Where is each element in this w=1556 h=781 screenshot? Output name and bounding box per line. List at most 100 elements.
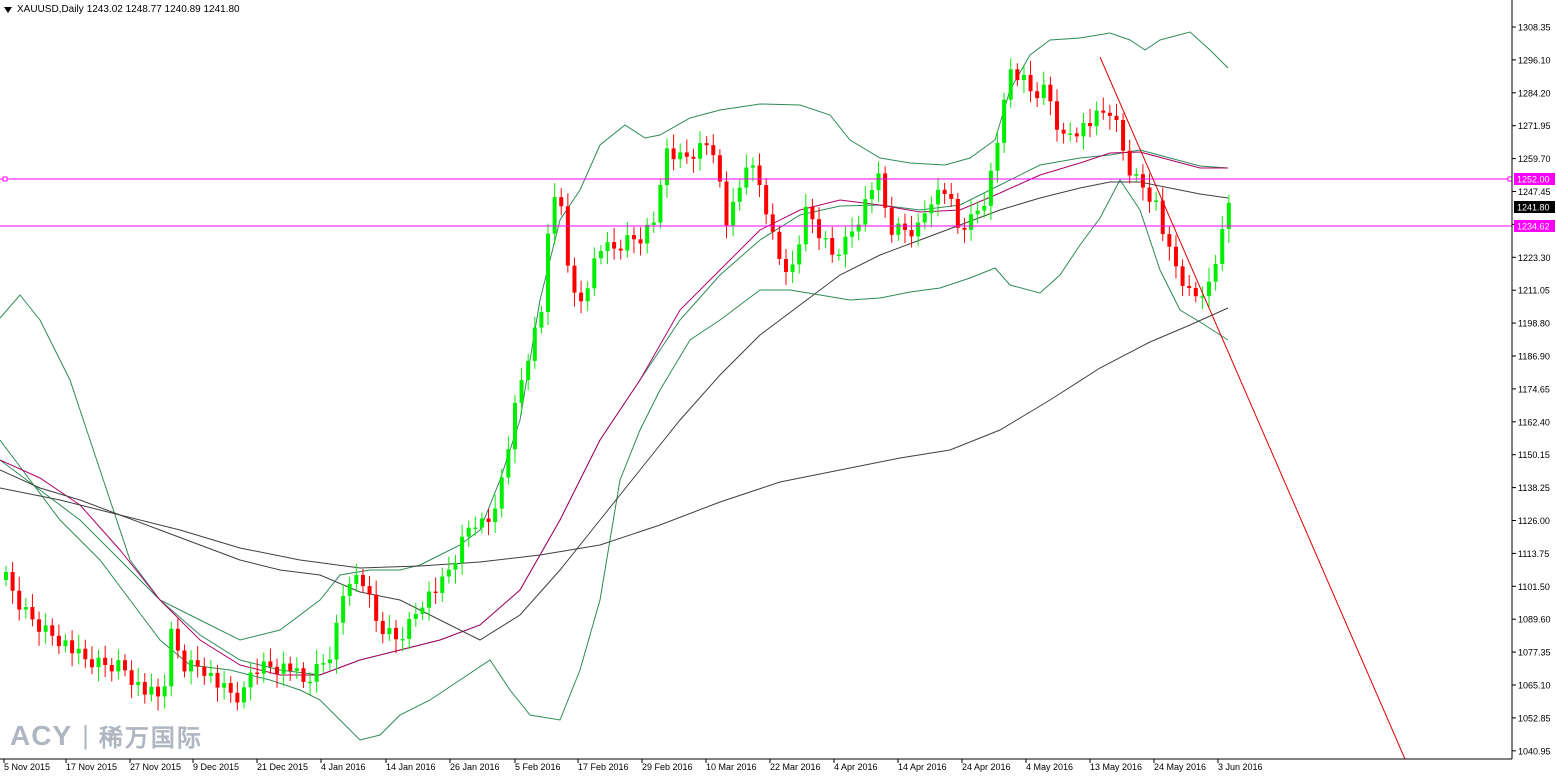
candle-bull xyxy=(294,668,299,671)
time-axis: 5 Nov 2015 17 Nov 2015 27 Nov 2015 9 Dec 20… xyxy=(0,758,1512,772)
candle-bear xyxy=(360,574,365,587)
candle-bull xyxy=(466,527,471,537)
candle-bear xyxy=(50,625,55,636)
candle-bull xyxy=(136,682,141,685)
drawn-lines[interactable] xyxy=(0,56,1513,760)
candle-bear xyxy=(810,206,815,220)
candle-bull xyxy=(96,657,101,668)
candle-bear xyxy=(275,666,280,674)
price-tick-label: 1052.85 xyxy=(1518,713,1551,723)
time-tick-label: 17 Feb 2016 xyxy=(578,762,629,772)
candle-bear xyxy=(288,663,293,671)
candle-bull xyxy=(76,648,81,654)
candle-bull xyxy=(929,204,934,214)
candle-bear xyxy=(691,156,696,159)
hline-upper-price-tag-bg xyxy=(1514,173,1555,185)
candle-bear xyxy=(235,692,240,703)
price-tick-label: 1126.00 xyxy=(1518,516,1550,526)
candle-bull xyxy=(737,187,742,202)
candle-bull xyxy=(1021,74,1026,81)
time-tick-label: 5 Feb 2016 xyxy=(515,762,561,772)
candle-bear xyxy=(122,660,127,671)
candle-bear xyxy=(268,661,273,667)
price-tick-label: 1040.95 xyxy=(1518,746,1551,756)
candle-bear xyxy=(1140,174,1145,188)
candle-bear xyxy=(83,648,88,660)
candle-bear xyxy=(195,660,200,667)
candle-bear xyxy=(770,214,775,232)
time-tick-label: 14 Apr 2016 xyxy=(898,762,947,772)
candle-bear xyxy=(962,227,967,230)
candle-bear xyxy=(1121,120,1126,151)
candle-bear xyxy=(109,665,114,672)
candle-bear xyxy=(1101,110,1106,113)
price-tick-label: 1271.95 xyxy=(1518,121,1551,131)
candle-bear xyxy=(631,235,636,240)
candle-bear xyxy=(830,238,835,255)
candle-bull xyxy=(334,622,339,660)
price-tick-label: 1259.70 xyxy=(1518,154,1551,164)
candle-bull xyxy=(162,686,167,697)
watermark-brand: ACY xyxy=(10,719,73,751)
candle-bear xyxy=(175,628,180,651)
candle-bear xyxy=(433,591,438,594)
candle-bear xyxy=(374,594,379,621)
candle-bull xyxy=(208,672,213,676)
candle-bear xyxy=(486,518,491,523)
candle-bear xyxy=(902,223,907,230)
candle-bear xyxy=(565,206,570,266)
candle-bull xyxy=(651,222,656,225)
candle-bear xyxy=(142,682,147,695)
candle-bull xyxy=(876,173,881,191)
candle-bear xyxy=(638,239,643,244)
candle-bear xyxy=(1173,246,1178,267)
candle-bull xyxy=(261,661,266,674)
ma-fast-line xyxy=(0,151,1228,676)
candle-bear xyxy=(228,683,233,693)
candle-bull xyxy=(1134,174,1139,176)
candle-bear xyxy=(156,686,161,697)
candle-bull xyxy=(1002,99,1007,143)
ma-long-line xyxy=(0,307,1229,569)
candle-bear xyxy=(783,258,788,272)
collapse-triangle-icon[interactable] xyxy=(4,6,12,13)
candle-bull xyxy=(222,683,227,688)
candle-bull xyxy=(856,224,861,232)
candle-bear xyxy=(1028,74,1033,92)
candle-bull xyxy=(189,660,194,672)
candle-bull xyxy=(512,402,517,450)
candle-bear xyxy=(559,197,564,207)
candle-bear xyxy=(704,143,709,146)
candle-bull xyxy=(413,613,418,619)
candle-bear xyxy=(17,590,22,610)
chart-title[interactable]: XAUUSD,Daily 1243.02 1248.77 1240.89 124… xyxy=(4,4,240,15)
candle-bull xyxy=(969,214,974,230)
time-tick-label: 22 Mar 2016 xyxy=(770,762,821,772)
candle-bull xyxy=(850,231,855,237)
candle-bull xyxy=(936,189,941,205)
price-tick-label: 1162.40 xyxy=(1518,417,1550,427)
candle-bear xyxy=(103,657,108,665)
candle-bear xyxy=(777,231,782,259)
time-tick-label: 3 Jun 2016 xyxy=(1218,762,1263,772)
candle-bull xyxy=(460,536,465,563)
candle-bear xyxy=(56,635,61,647)
candle-bull xyxy=(823,238,828,240)
time-tick-label: 4 Apr 2016 xyxy=(834,762,878,772)
candle-bull xyxy=(1226,202,1231,229)
candle-bear xyxy=(30,607,35,620)
candle-bull xyxy=(988,170,993,206)
candle-bull xyxy=(1220,229,1225,264)
candle-bear xyxy=(711,145,716,156)
candle-bull xyxy=(1207,281,1212,297)
candle-bull xyxy=(506,449,511,478)
candle-bull xyxy=(552,197,557,234)
price-tick-label: 1150.15 xyxy=(1518,450,1550,460)
time-tick-label: 14 Jan 2016 xyxy=(386,762,436,772)
candle-bear xyxy=(1107,112,1112,116)
candle-bull xyxy=(896,223,901,235)
candle-bull xyxy=(605,242,610,252)
candle-bear xyxy=(129,670,134,685)
